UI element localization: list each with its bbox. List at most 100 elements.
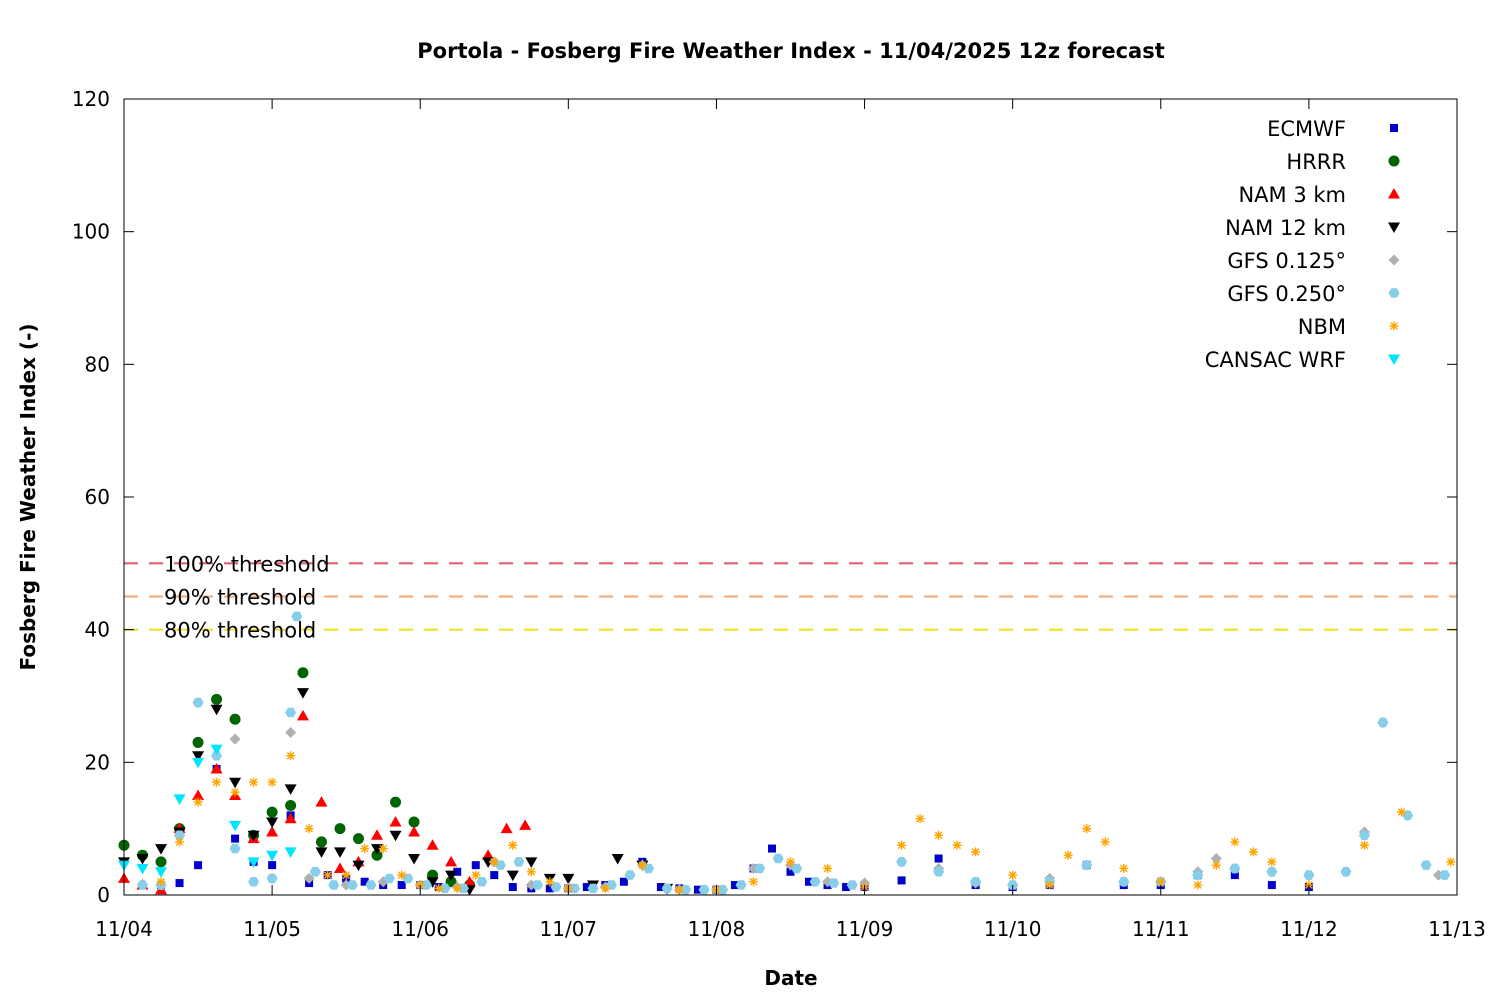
- data-point-gfs-0-250: [1192, 870, 1204, 880]
- series-gfs-0-250: [137, 611, 1451, 895]
- data-point-nbm: [748, 877, 758, 887]
- data-point-nam-12-km: [296, 688, 309, 699]
- data-point-hrrr: [315, 836, 327, 848]
- data-point-gfs-0-250: [1303, 870, 1315, 880]
- data-point-nbm: [212, 777, 222, 787]
- data-point-nbm: [1211, 860, 1221, 870]
- data-point-gfs-0-250: [1118, 877, 1130, 887]
- data-point-gfs-0-250: [285, 707, 297, 718]
- data-point-gfs-0-250: [717, 884, 729, 895]
- data-point-gfs-0-125: [229, 733, 241, 745]
- data-point-nbm: [286, 751, 296, 761]
- data-point-hrrr: [211, 693, 223, 705]
- data-point-cansac-wrf: [229, 820, 242, 832]
- data-point-ecmwf: [730, 881, 739, 890]
- data-point-gfs-0-250: [439, 883, 451, 894]
- data-point-ecmwf: [490, 871, 499, 880]
- data-point-nbm: [1008, 870, 1018, 880]
- data-point-hrrr: [390, 796, 402, 808]
- data-point-ecmwf: [175, 879, 184, 888]
- data-point-gfs-0-250: [680, 884, 692, 895]
- data-point-nbm: [1100, 837, 1110, 847]
- data-point-ecmwf: [897, 876, 906, 885]
- legend-label: NBM: [1298, 315, 1346, 339]
- y-axis-title: Fosberg Fire Weather Index (-): [16, 323, 40, 670]
- data-point-nam-12-km: [562, 873, 575, 885]
- data-point-gfs-0-250: [1377, 717, 1389, 728]
- data-point-nbm: [508, 840, 518, 850]
- data-point-gfs-0-250: [698, 884, 710, 895]
- data-point-ecmwf: [934, 854, 943, 863]
- threshold-lines: 100% threshold 90% threshold 80% threshold: [124, 552, 1457, 643]
- data-point-nbm: [1193, 880, 1203, 890]
- data-point-ecmwf: [545, 884, 554, 893]
- data-point-nbm: [397, 870, 407, 880]
- data-point-nam-3-km: [315, 796, 328, 807]
- data-point-gfs-0-250: [606, 880, 617, 890]
- legend-marker-gfs-0-250: [1388, 288, 1400, 298]
- chart-title: Portola - Fosberg Fire Weather Index - 1…: [417, 39, 1164, 63]
- data-point-ecmwf: [1267, 881, 1276, 890]
- data-point-gfs-0-250: [174, 830, 185, 841]
- data-point-gfs-0-250: [828, 878, 840, 888]
- data-point-nam-3-km: [389, 816, 402, 827]
- data-point-nam-12-km: [136, 854, 149, 865]
- data-point-ecmwf: [786, 867, 795, 876]
- data-point-nbm: [915, 814, 925, 824]
- data-point-nbm: [434, 883, 444, 893]
- data-point-gfs-0-250: [1081, 860, 1093, 870]
- legend-label: HRRR: [1286, 150, 1346, 174]
- legend-item-ecmwf: ECMWF: [1267, 117, 1398, 141]
- threshold-label-80-threshold: 80% threshold: [164, 619, 316, 643]
- data-point-hrrr: [334, 823, 346, 835]
- data-point-nbm: [1230, 837, 1240, 847]
- data-point-gfs-0-250: [735, 880, 747, 890]
- threshold-label-90-threshold: 90% threshold: [164, 586, 316, 610]
- data-point-nbm: [1063, 850, 1073, 860]
- data-point-gfs-0-250: [476, 877, 488, 887]
- data-point-ecmwf: [693, 885, 702, 894]
- data-point-gfs-0-250: [248, 877, 260, 887]
- data-point-ecmwf: [582, 883, 591, 892]
- data-point-gfs-0-250: [809, 877, 821, 887]
- series-nbm: [156, 751, 1456, 895]
- data-point-nbm: [230, 787, 240, 797]
- legend-marker-nam-3-km: [1388, 188, 1400, 199]
- data-point-nbm: [304, 824, 314, 834]
- data-point-nam-3-km: [500, 822, 513, 834]
- data-point-nam-3-km: [519, 819, 532, 830]
- data-point-ecmwf: [656, 883, 665, 892]
- data-point-nam-12-km: [525, 857, 538, 868]
- data-point-cansac-wrf: [155, 867, 168, 878]
- data-point-cansac-wrf: [266, 850, 279, 862]
- data-point-nam-12-km: [352, 860, 365, 872]
- data-point-gfs-0-250: [309, 867, 321, 877]
- data-point-gfs-0-250: [291, 611, 303, 622]
- legend-marker-gfs-0-125: [1388, 254, 1400, 266]
- legend-item-nam-3-km: NAM 3 km: [1238, 183, 1400, 207]
- data-point-gfs-0-250: [643, 863, 655, 874]
- legend-label: CANSAC WRF: [1205, 348, 1346, 372]
- data-point-nbm: [1248, 847, 1258, 857]
- legend-item-hrrr: HRRR: [1286, 150, 1400, 174]
- data-point-gfs-0-250: [1439, 870, 1451, 880]
- data-point-nam-12-km: [247, 830, 260, 842]
- data-point-nam-12-km: [315, 847, 328, 858]
- data-point-gfs-0-250: [1340, 867, 1352, 877]
- data-point-nam-12-km: [506, 870, 519, 882]
- data-point-nam-3-km: [192, 789, 205, 800]
- data-point-hrrr: [192, 736, 204, 748]
- legend-label: GFS 0.125°: [1227, 249, 1346, 273]
- data-point-nbm: [674, 885, 684, 895]
- data-point-nam-12-km: [426, 877, 439, 888]
- data-point-nbm: [952, 840, 962, 850]
- data-point-nbm: [360, 844, 370, 854]
- data-point-nbm: [786, 857, 795, 867]
- legend-marker-cansac-wrf: [1388, 354, 1400, 365]
- data-point-nbm: [823, 863, 833, 873]
- data-point-gfs-0-250: [266, 873, 278, 884]
- y-tick-label: 120: [72, 87, 110, 111]
- data-point-nbm: [934, 830, 944, 840]
- data-point-gfs-0-250: [513, 857, 525, 867]
